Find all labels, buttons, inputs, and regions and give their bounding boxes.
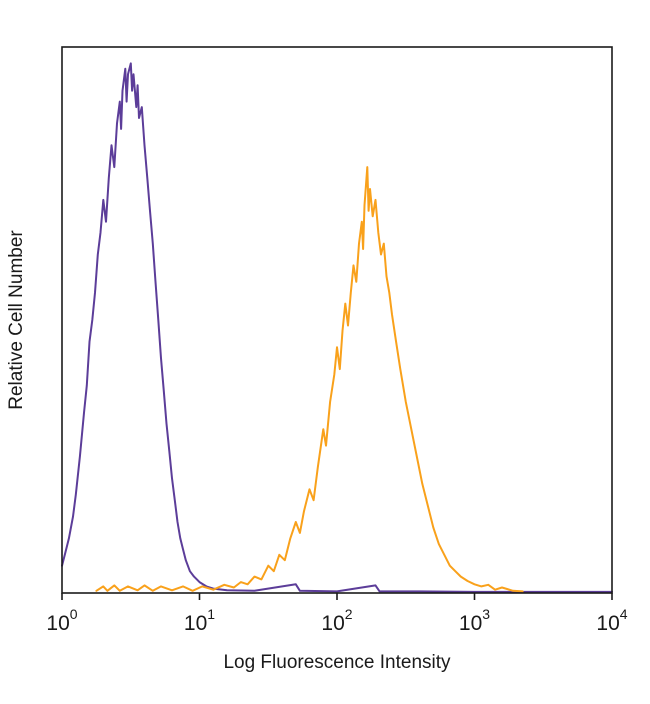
x-tick-label: 101 (184, 606, 215, 635)
x-tick-label: 103 (459, 606, 490, 635)
x-axis-label: Log Fluorescence Intensity (223, 652, 451, 673)
stained-orange-curve (95, 166, 524, 593)
x-tick-label: 102 (321, 606, 352, 635)
plot-content: 100 101 102 103 104 (46, 62, 628, 635)
plot-border (61, 46, 613, 594)
x-tick-label: 104 (596, 606, 627, 635)
control-purple-curve (61, 62, 613, 593)
y-axis-label: Relative Cell Number (6, 230, 27, 410)
x-tick-label: 100 (46, 606, 77, 635)
